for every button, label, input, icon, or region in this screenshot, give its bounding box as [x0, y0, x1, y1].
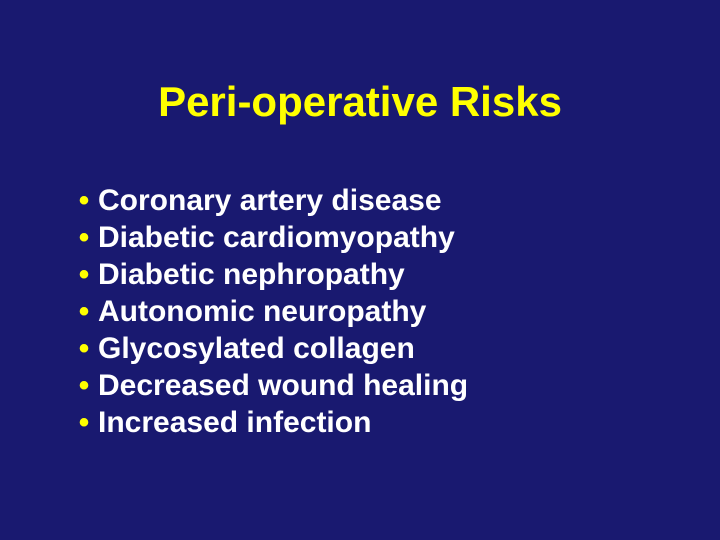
list-item: •Diabetic nephropathy: [70, 256, 468, 293]
bullet-text: Increased infection: [98, 404, 371, 441]
list-item: •Decreased wound healing: [70, 367, 468, 404]
list-item: •Diabetic cardiomyopathy: [70, 219, 468, 256]
list-item: •Increased infection: [70, 404, 468, 441]
bullet-list: •Coronary artery disease•Diabetic cardio…: [70, 182, 468, 441]
bullet-icon: •: [70, 293, 98, 330]
bullet-text: Coronary artery disease: [98, 182, 442, 219]
slide-title: Peri-operative Risks: [0, 78, 720, 126]
bullet-icon: •: [70, 367, 98, 404]
bullet-icon: •: [70, 404, 98, 441]
slide: Peri-operative Risks •Coronary artery di…: [0, 0, 720, 540]
list-item: •Autonomic neuropathy: [70, 293, 468, 330]
list-item: •Glycosylated collagen: [70, 330, 468, 367]
bullet-text: Diabetic cardiomyopathy: [98, 219, 455, 256]
bullet-text: Decreased wound healing: [98, 367, 468, 404]
bullet-icon: •: [70, 256, 98, 293]
bullet-text: Glycosylated collagen: [98, 330, 415, 367]
bullet-icon: •: [70, 330, 98, 367]
bullet-text: Autonomic neuropathy: [98, 293, 426, 330]
bullet-text: Diabetic nephropathy: [98, 256, 405, 293]
bullet-icon: •: [70, 219, 98, 256]
bullet-icon: •: [70, 182, 98, 219]
list-item: •Coronary artery disease: [70, 182, 468, 219]
